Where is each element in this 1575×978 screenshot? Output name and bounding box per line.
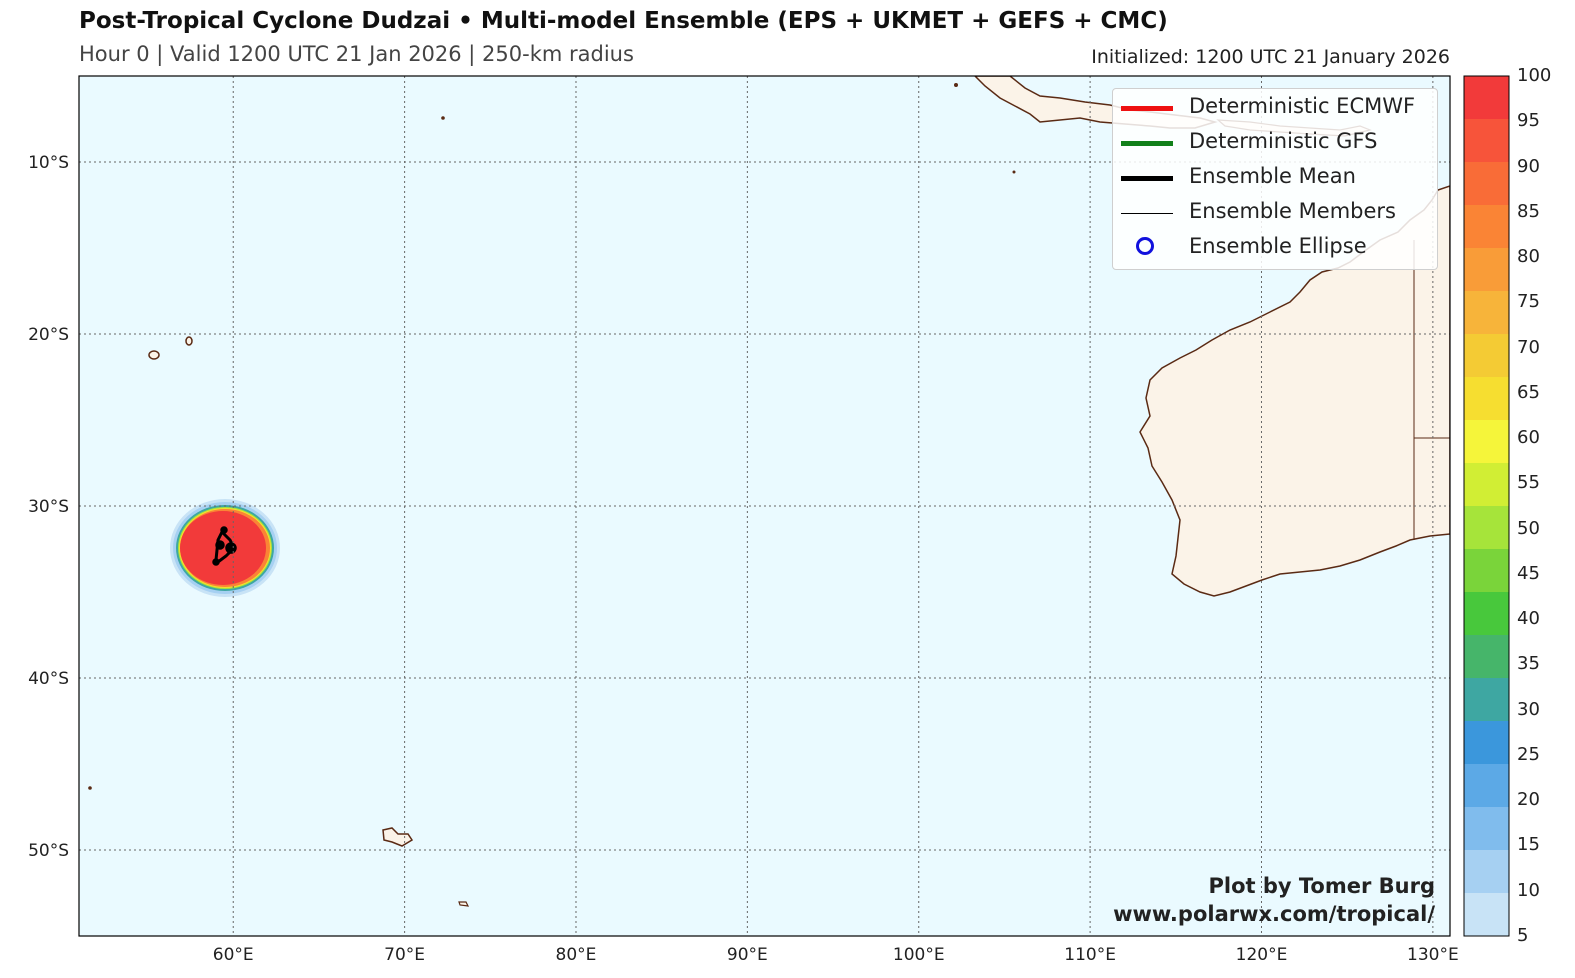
colorbar-tick-label: 65 — [1517, 381, 1540, 403]
colorbar-segment — [1464, 291, 1509, 335]
longitude-labels: 60°E 70°E 80°E 90°E 100°E 110°E 120°E 130°E — [213, 945, 1459, 965]
island-cocos — [954, 83, 958, 87]
legend-label: Ensemble Mean — [1189, 164, 1356, 188]
latitude-label: 40°S — [28, 669, 69, 689]
latitude-label: 10°S — [28, 153, 69, 173]
colorbar-segment — [1464, 334, 1509, 378]
colorbar-tick-label: 85 — [1517, 200, 1540, 222]
colorbar — [1464, 76, 1509, 937]
island-small-north — [441, 116, 445, 120]
colorbar-segment — [1464, 119, 1509, 163]
colorbar-segment — [1464, 764, 1509, 808]
colorbar-frame — [1463, 75, 1510, 937]
colorbar-segment — [1464, 850, 1509, 894]
colorbar-segment — [1464, 592, 1509, 636]
ensemble-members — [212, 526, 237, 566]
island-amsterdam — [88, 786, 92, 790]
latitude-labels: 10°S 20°S 30°S 40°S 50°S — [28, 153, 69, 861]
legend-item-ecmwf: Deterministic ECMWF — [1113, 91, 1437, 125]
island-heard — [458, 901, 470, 907]
legend-swatch-ensemble-members — [1121, 213, 1173, 214]
legend-item-ensemble-ellipse: Ensemble Ellipse — [1113, 231, 1437, 265]
ensemble-member-dot — [215, 540, 225, 550]
colorbar-tick-label: 100 — [1517, 65, 1552, 86]
colorbar-segment — [1464, 248, 1509, 292]
colorbar-segment — [1464, 893, 1509, 937]
legend-label: Deterministic ECMWF — [1189, 94, 1416, 118]
colorbar-segment — [1464, 420, 1509, 464]
colorbar-segment — [1464, 635, 1509, 679]
longitude-label: 70°E — [384, 945, 425, 965]
colorbar-segment — [1464, 162, 1509, 206]
colorbar-segment — [1464, 463, 1509, 507]
longitude-label: 110°E — [1064, 945, 1116, 965]
colorbar-tick-label: 15 — [1517, 834, 1540, 856]
longitude-label: 60°E — [213, 945, 254, 965]
colorbar-segment — [1464, 549, 1509, 593]
legend-label: Deterministic GFS — [1189, 129, 1378, 153]
colorbar-tick-label: 30 — [1517, 698, 1540, 720]
ensemble-member-dot — [220, 526, 228, 534]
credit-url: www.polarwx.com/tropical/ — [1113, 902, 1435, 926]
longitude-label: 80°E — [556, 945, 597, 965]
legend-item-ensemble-members: Ensemble Members — [1113, 196, 1437, 230]
colorbar-tick-label: 10 — [1517, 879, 1540, 901]
longitude-label: 130°E — [1407, 945, 1459, 965]
ensemble-member-dot — [212, 558, 220, 566]
island-mauritius — [148, 350, 160, 360]
colorbar-segment — [1464, 807, 1509, 851]
colorbar-tick-label: 90 — [1517, 155, 1540, 177]
colorbar-tick-label: 45 — [1517, 562, 1540, 584]
colorbar-tick-label: 55 — [1517, 472, 1540, 494]
island-christmas — [1012, 170, 1016, 174]
latitude-label: 30°S — [28, 497, 69, 517]
latitude-label: 20°S — [28, 325, 69, 345]
longitude-label: 90°E — [727, 945, 768, 965]
colorbar-segment — [1464, 205, 1509, 249]
colorbar-tick-label: 50 — [1517, 517, 1540, 539]
colorbar-segment — [1464, 721, 1509, 765]
chart-title: Post-Tropical Cyclone Dudzai • Multi-mod… — [79, 8, 1168, 34]
colorbar-tick-label: 5 — [1517, 925, 1529, 946]
legend-item-gfs: Deterministic GFS — [1113, 126, 1437, 160]
legend-swatch-gfs — [1121, 141, 1173, 146]
colorbar-tick-label: 75 — [1517, 291, 1540, 313]
colorbar-segment — [1464, 678, 1509, 722]
colorbar-segment — [1464, 76, 1509, 120]
longitude-label: 100°E — [893, 945, 945, 965]
colorbar-segment — [1464, 506, 1509, 550]
ensemble-member-dot — [225, 542, 237, 554]
colorbar-segment — [1464, 377, 1509, 421]
gridlines — [79, 76, 1450, 936]
legend-item-ensemble-mean: Ensemble Mean — [1113, 161, 1437, 195]
colorbar-tick-label: 95 — [1517, 110, 1540, 132]
legend-swatch-ensemble-mean — [1121, 176, 1173, 181]
map-frame — [78, 75, 1451, 937]
longitude-label: 120°E — [1236, 945, 1288, 965]
colorbar-tick-label: 70 — [1517, 336, 1540, 358]
colorbar-tick-label: 25 — [1517, 743, 1540, 765]
strike-probability-area — [170, 499, 280, 597]
legend-label: Ensemble Ellipse — [1189, 234, 1367, 258]
colorbar-tick-label: 20 — [1517, 789, 1540, 811]
initialized-time: Initialized: 1200 UTC 21 January 2026 — [1091, 46, 1450, 68]
island-rodrigues — [185, 336, 193, 346]
colorbar-tick-label: 80 — [1517, 246, 1540, 268]
legend-swatch-ecmwf — [1121, 106, 1173, 111]
colorbar-tick-label: 40 — [1517, 608, 1540, 630]
colorbar-tick-label: 35 — [1517, 653, 1540, 675]
colorbar-tick-label: 60 — [1517, 427, 1540, 449]
latitude-label: 50°S — [28, 841, 69, 861]
legend-swatch-ellipse-icon — [1136, 237, 1154, 255]
legend-label: Ensemble Members — [1189, 199, 1396, 223]
legend: Deterministic ECMWF Deterministic GFS En… — [1112, 88, 1438, 270]
credit-author: Plot by Tomer Burg — [1208, 874, 1436, 898]
chart-subtitle: Hour 0 | Valid 1200 UTC 21 Jan 2026 | 25… — [79, 42, 634, 66]
